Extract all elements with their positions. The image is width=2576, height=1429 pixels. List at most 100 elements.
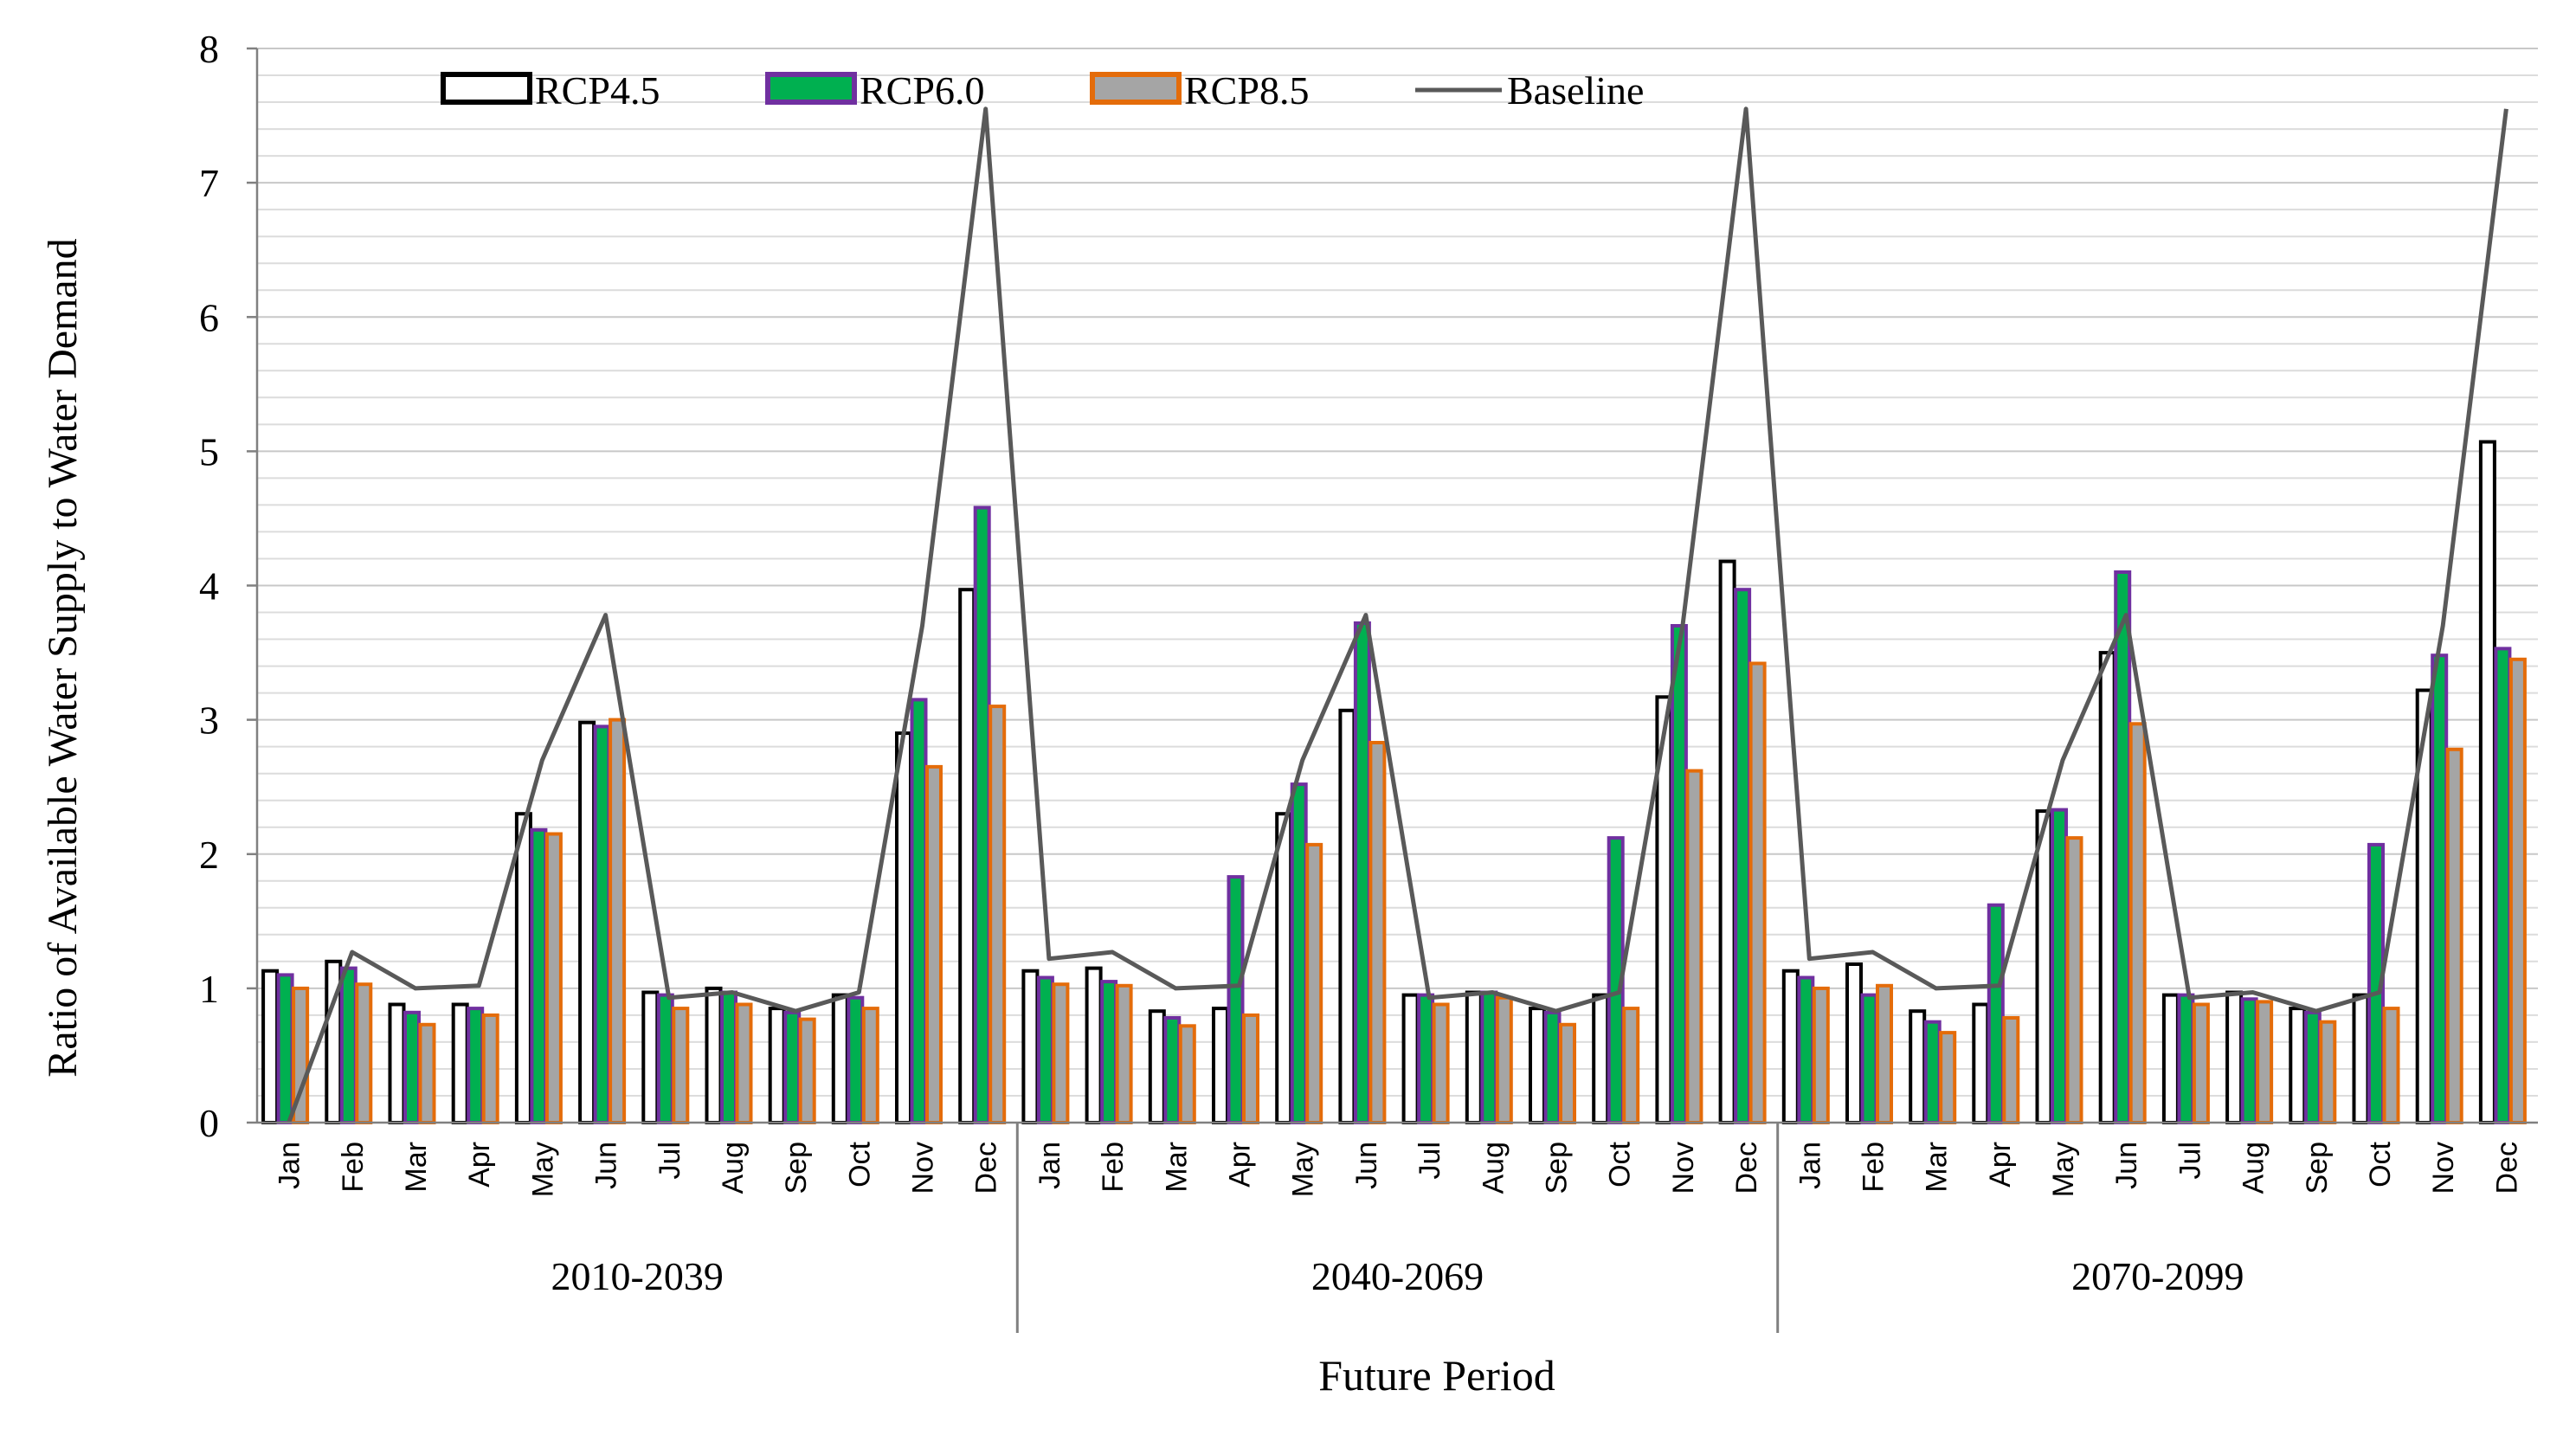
y-tick-label: 3 — [199, 698, 219, 743]
bar-rcp4-5 — [958, 588, 976, 1124]
bar-rcp6-0 — [276, 973, 294, 1125]
y-tick-label: 2 — [199, 833, 219, 877]
x-month-label: Nov — [907, 1142, 940, 1194]
bar-rcp4-5 — [2289, 1007, 2307, 1124]
bar-rcp8-5 — [989, 705, 1007, 1124]
x-month-label: Apr — [1984, 1142, 2017, 1188]
legend-label: RCP6.0 — [860, 68, 984, 113]
bar-rcp4-5 — [261, 969, 280, 1124]
bar-rcp4-5 — [1718, 559, 1736, 1124]
baseline-series-line — [287, 106, 2508, 1123]
bar-rcp6-0 — [1227, 875, 1245, 1124]
x-month-label: Nov — [2427, 1142, 2460, 1194]
x-month-label: Mar — [1160, 1142, 1193, 1193]
bar-rcp6-0 — [1480, 990, 1498, 1124]
x-month-label: Aug — [1477, 1142, 1510, 1194]
bar-rcp6-0 — [1670, 624, 1688, 1124]
bar-rcp6-0 — [2177, 993, 2195, 1124]
x-month-label: Feb — [1097, 1142, 1130, 1193]
bar-rcp8-5 — [2256, 1000, 2274, 1125]
bar-rcp4-5 — [831, 993, 849, 1124]
bar-rcp4-5 — [1338, 708, 1356, 1124]
x-month-label: Apr — [1224, 1142, 1257, 1188]
bar-rcp4-5 — [388, 1002, 406, 1124]
bar-rcp6-0 — [1923, 1020, 1942, 1124]
bar-rcp4-5 — [2098, 651, 2116, 1124]
x-month-label: Feb — [1858, 1142, 1890, 1193]
bar-rcp8-5 — [1748, 661, 1767, 1124]
bar-rcp4-5 — [451, 1002, 469, 1124]
bar-rcp4-5 — [641, 990, 660, 1124]
y-tick-label: 6 — [199, 295, 219, 339]
legend-label: RCP8.5 — [1184, 68, 1309, 113]
x-month-label: Oct — [1604, 1141, 1637, 1187]
x-month-label: Nov — [1667, 1142, 1700, 1194]
bar-rcp6-0 — [339, 966, 357, 1124]
bar-rcp6-0 — [467, 1007, 485, 1124]
bar-rcp4-5 — [1401, 993, 1420, 1124]
bar-rcp4-5 — [1275, 812, 1293, 1124]
bar-rcp4-5 — [1085, 966, 1103, 1124]
bar-rcp6-0 — [1290, 782, 1308, 1124]
bar-rcp8-5 — [609, 718, 627, 1124]
y-axis-title: Ratio of Available Water Supply to Water… — [40, 238, 86, 1077]
axes-layer: 0 1 2 3 4 5 6 7 8 Jan Feb Mar Apr May Jun Jul Aug Sep Oct N… — [199, 27, 2538, 1333]
x-month-label: Dec — [1730, 1142, 1763, 1194]
x-month-label: Mar — [1921, 1142, 1954, 1193]
bar-rcp6-0 — [910, 698, 928, 1125]
bar-rcp8-5 — [798, 1017, 816, 1124]
bar-rcp6-0 — [530, 827, 548, 1124]
bar-rcp4-5 — [2478, 440, 2496, 1124]
x-month-label: Dec — [2490, 1142, 2523, 1194]
bar-rcp8-5 — [1052, 982, 1070, 1124]
x-month-label: May — [526, 1142, 559, 1197]
x-month-label: Sep — [780, 1142, 813, 1194]
bar-rcp8-5 — [1559, 1022, 1576, 1125]
bar-rcp8-5 — [355, 982, 373, 1124]
bar-rcp8-5 — [418, 1022, 436, 1125]
bar-rcp4-5 — [768, 1007, 786, 1124]
bar-rcp6-0 — [783, 1010, 802, 1125]
x-month-label: Jun — [2110, 1142, 2143, 1189]
y-tick-label: 0 — [199, 1101, 219, 1145]
bar-rcp6-0 — [403, 1010, 421, 1125]
bar-rcp8-5 — [1115, 983, 1133, 1125]
bar-rcp6-0 — [1353, 621, 1371, 1124]
bar-rcp4-5 — [1148, 1009, 1166, 1124]
bar-rcp4-5 — [1465, 990, 1483, 1124]
bar-rcp6-0 — [656, 993, 674, 1124]
bar-rcp8-5 — [2445, 747, 2463, 1124]
bar-rcp4-5 — [2225, 990, 2244, 1124]
bar-rcp8-5 — [2319, 1020, 2337, 1124]
bar-rcp8-5 — [1305, 842, 1323, 1125]
x-month-label: Sep — [1541, 1142, 1574, 1194]
x-month-label: May — [2047, 1142, 2080, 1197]
bar-rcp8-5 — [1495, 995, 1513, 1124]
bar-rcp4-5 — [1212, 1007, 1229, 1124]
bar-rcp6-0 — [1163, 1016, 1182, 1124]
legend-label: RCP4.5 — [535, 68, 660, 113]
bar-rcp4-5 — [895, 731, 912, 1124]
x-group-label: 2010-2039 — [551, 1254, 724, 1298]
x-month-label: Sep — [2301, 1142, 2334, 1194]
bar-rcp8-5 — [925, 764, 943, 1125]
bar-rcp4-5 — [1781, 969, 1800, 1124]
bar-rcp6-0 — [593, 724, 611, 1125]
y-tick-label: 7 — [199, 161, 219, 205]
bar-rcp6-0 — [2494, 647, 2512, 1124]
bar-rcp6-0 — [1734, 588, 1752, 1124]
x-month-label: Dec — [970, 1142, 1003, 1194]
x-month-label: Aug — [2238, 1142, 2270, 1194]
bar-rcp4-5 — [1845, 962, 1863, 1124]
legend-swatch — [1090, 72, 1182, 105]
bar-rcp6-0 — [1797, 975, 1815, 1124]
bar-rcp6-0 — [1987, 903, 2005, 1124]
x-month-label: Jun — [1350, 1142, 1383, 1189]
x-month-label: Jan — [1794, 1142, 1826, 1189]
bar-rcp8-5 — [1368, 741, 1387, 1124]
x-month-label: Jul — [1414, 1142, 1446, 1179]
bar-rcp8-5 — [735, 1002, 753, 1124]
x-month-label: Aug — [717, 1142, 750, 1194]
